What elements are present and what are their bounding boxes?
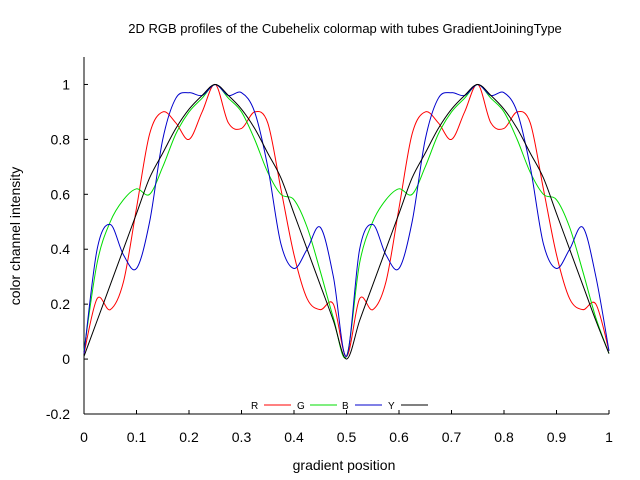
y-axis-label: color channel intensity — [7, 167, 23, 306]
y-ticks: -0.2 0 0.2 0.4 0.6 0.8 1 — [46, 76, 88, 422]
x-ticks: 0 0.1 0.2 0.3 0.4 0.5 0.6 0.7 0.8 0.9 1 — [80, 410, 613, 445]
y-tick-label: 0 — [62, 351, 70, 367]
x-tick-label: 1 — [605, 429, 613, 445]
series-lines — [83, 83, 610, 360]
x-tick-label: 0.9 — [547, 429, 567, 445]
x-tick-label: 0.8 — [494, 429, 514, 445]
legend-label-b: B — [342, 401, 349, 412]
legend-label-y: Y — [388, 401, 395, 412]
series-line-b — [83, 83, 610, 357]
x-tick-label: 0.1 — [127, 429, 147, 445]
legend-label-g: G — [297, 401, 305, 412]
x-tick-label: 0 — [80, 429, 88, 445]
series-line-y — [83, 83, 610, 360]
x-tick-label: 0.4 — [284, 429, 304, 445]
series-line-g — [83, 83, 610, 359]
series-line-r — [83, 83, 610, 357]
plot-area: -0.2 0 0.2 0.4 0.6 0.8 1 0 0.1 0.2 0.3 0.4 0.5 0.6 0.… — [46, 57, 613, 445]
x-axis-label: gradient position — [293, 457, 396, 473]
x-tick-label: 0.3 — [232, 429, 252, 445]
y-tick-label: 0.8 — [51, 131, 71, 147]
y-tick-label: 0.4 — [51, 241, 71, 257]
chart-title: 2D RGB profiles of the Cubehelix colorma… — [128, 21, 562, 36]
y-tick-label: 1 — [62, 76, 70, 92]
y-tick-label: 0.2 — [51, 296, 71, 312]
x-tick-label: 0.6 — [389, 429, 409, 445]
x-tick-label: 0.5 — [337, 429, 357, 445]
y-tick-label: 0.6 — [51, 186, 71, 202]
y-tick-label: -0.2 — [46, 406, 70, 422]
x-tick-label: 0.2 — [179, 429, 199, 445]
legend-label-r: R — [251, 401, 258, 412]
x-tick-label: 0.7 — [442, 429, 462, 445]
